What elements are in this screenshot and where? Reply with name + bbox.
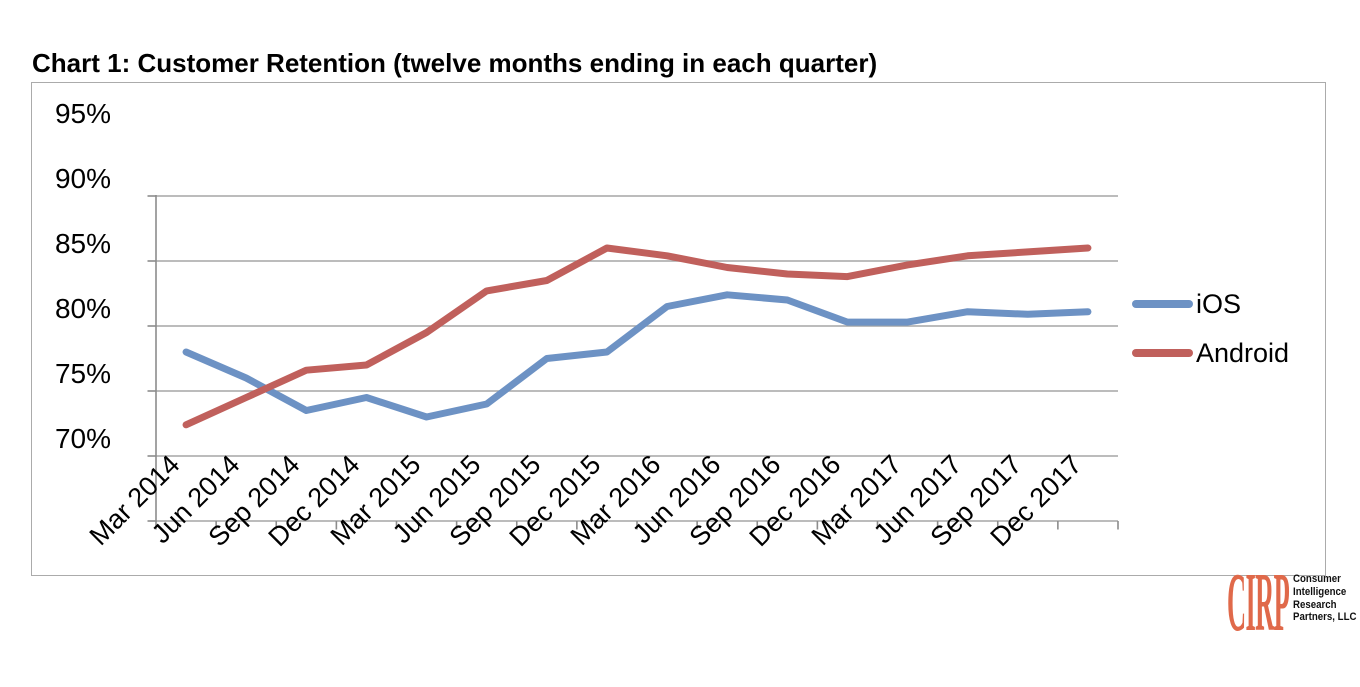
y-tick-label: 80% [54,293,111,324]
chart-frame: 70% 75% 80% 85% 90% 95% Mar 2014 Jun 2014 Sep 2… [31,82,1356,645]
cirp-logo-line: Partners, LLC [1293,611,1357,624]
cirp-logo: CIRP Consumer Intelligence Research Partner… [1227,556,1360,649]
y-tick-label: 85% [54,228,111,259]
cirp-logo-line: Consumer [1293,573,1341,585]
cirp-logo-line: Intelligence [1293,585,1347,598]
series-line-ios [182,291,1092,421]
y-tick-label: 90% [54,163,111,194]
legend-label: iOS [1196,289,1242,319]
y-tick-label: 95% [54,98,111,129]
legend-swatch-android [1132,349,1193,357]
cirp-logo-text: CIRP [1227,556,1290,649]
chart-title: Chart 1: Customer Retention (twelve mont… [32,48,878,78]
y-tick-label: 75% [54,358,111,389]
legend-label: Android [1196,338,1290,368]
cirp-logo-line: Research [1293,598,1337,611]
legend-swatch-ios [1132,300,1193,308]
series-line-android [182,244,1092,429]
y-tick-label: 70% [54,423,111,454]
legend-item-ios: iOS [1132,289,1241,319]
cirp-logo-lines: Consumer Intelligence Research Partners, LL… [1293,573,1356,624]
legend-item-android: Android [1132,338,1289,368]
